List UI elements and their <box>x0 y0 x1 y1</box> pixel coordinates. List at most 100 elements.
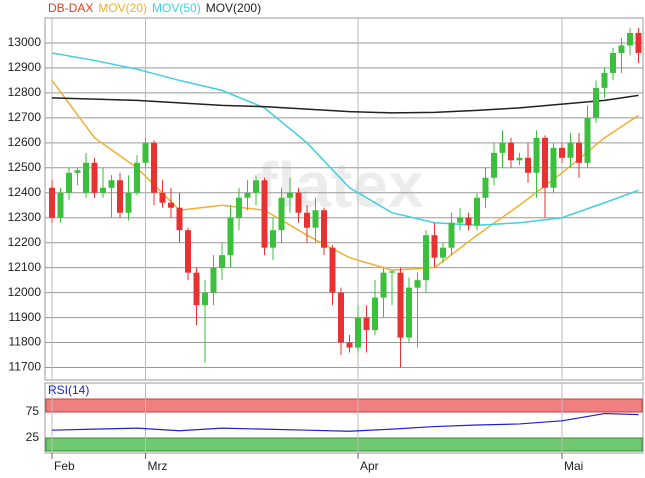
candle-body <box>270 230 276 248</box>
y-tick-label: 12500 <box>8 160 42 174</box>
candle-body <box>185 230 191 273</box>
candle-body <box>278 197 285 231</box>
candle-body <box>533 137 540 173</box>
candle-body <box>74 170 81 173</box>
candle-body <box>448 222 455 248</box>
y-tick-label: 12700 <box>8 110 42 124</box>
candle-body <box>83 162 89 193</box>
candle-body <box>253 180 259 193</box>
candle-body <box>431 235 438 258</box>
candle-body <box>91 162 98 193</box>
y-tick-label: 13000 <box>8 35 42 49</box>
x-tick-label: Mai <box>564 459 583 473</box>
candle-body <box>210 267 217 293</box>
legend-entry: MOV(200) <box>206 1 261 15</box>
candle-body <box>287 192 293 198</box>
y-tick-label: 11700 <box>9 360 42 374</box>
candle-body <box>329 247 336 293</box>
candle-body <box>125 192 132 213</box>
candle-body <box>168 202 174 208</box>
rsi-lower-band <box>45 437 643 452</box>
candle-body <box>567 142 574 158</box>
y-tick-label: 11900 <box>9 310 42 324</box>
candle-body <box>159 192 166 203</box>
candle-body <box>338 292 344 343</box>
y-tick-label: 12400 <box>8 185 42 199</box>
candle-body <box>142 142 149 163</box>
candle-body <box>508 142 514 161</box>
candle-body <box>440 247 446 258</box>
candle-body <box>117 180 123 213</box>
candle-body <box>618 45 625 53</box>
candle-body <box>542 137 548 188</box>
candle-body <box>457 217 463 223</box>
candle-body <box>49 187 55 218</box>
candle-body <box>151 142 157 193</box>
candle-body <box>601 72 608 88</box>
candle-body <box>236 197 242 218</box>
candle-body <box>304 212 310 228</box>
y-tick-label: 12600 <box>8 135 42 149</box>
y-tick-label: 12200 <box>8 235 42 249</box>
candle-body <box>227 217 234 256</box>
candle-body <box>202 292 208 306</box>
candle-body <box>389 271 395 273</box>
candle-body <box>295 192 302 213</box>
candle-body <box>100 187 106 193</box>
candle-body <box>380 272 387 298</box>
candle-body <box>321 210 327 248</box>
candle-body <box>610 52 616 73</box>
y-tick-label: 12800 <box>8 85 42 99</box>
candle-body <box>414 280 421 288</box>
candle-body <box>406 287 412 338</box>
candle-body <box>465 217 472 226</box>
x-tick-label: Mrz <box>148 459 168 473</box>
legend-entry: MOV(20) <box>98 1 147 15</box>
candle-body <box>244 192 251 198</box>
candle-body <box>525 157 531 173</box>
y-tick-label: 12900 <box>8 60 42 74</box>
candle-body <box>193 272 200 306</box>
candle-body <box>635 32 642 53</box>
y-tick-label: 11800 <box>9 335 42 349</box>
y-tick-label: 12000 <box>8 285 42 299</box>
candle-body <box>423 235 429 281</box>
candle-body <box>593 87 599 118</box>
x-tick-label: Apr <box>360 459 379 473</box>
x-tick-label: Feb <box>54 459 75 473</box>
moving-average <box>51 52 639 226</box>
candle-body <box>261 180 268 248</box>
candle-body <box>516 157 523 161</box>
candle-body <box>66 172 72 193</box>
candle-body <box>312 210 319 228</box>
candle-body <box>499 142 506 153</box>
candle-body <box>372 297 378 331</box>
legend-entry: DB-DAX <box>48 1 93 15</box>
candle-body <box>627 32 633 46</box>
candle-body <box>363 317 370 331</box>
candle-body <box>550 147 557 188</box>
candle-body <box>176 207 183 231</box>
candle-body <box>355 317 361 348</box>
y-tick-label: 12300 <box>8 210 42 224</box>
candle-body <box>346 342 353 348</box>
rsi-tick-label: 25 <box>26 430 40 444</box>
rsi-line <box>51 412 639 432</box>
candle-body <box>482 177 489 198</box>
y-tick-label: 12100 <box>8 260 42 274</box>
candle-body <box>134 162 140 193</box>
legend-entry: MOV(50) <box>152 1 201 15</box>
candle-body <box>397 272 404 338</box>
candle-body <box>57 192 64 218</box>
candle-body <box>474 197 480 226</box>
candle-body <box>576 142 582 163</box>
rsi-legend: RSI(14) <box>48 383 89 397</box>
candle-body <box>219 255 225 268</box>
moving-average <box>51 94 639 114</box>
candle-body <box>491 152 497 178</box>
rsi-tick-label: 75 <box>26 404 40 418</box>
candle-body <box>108 180 115 188</box>
candle-body <box>559 147 565 158</box>
candle-body <box>584 117 591 163</box>
